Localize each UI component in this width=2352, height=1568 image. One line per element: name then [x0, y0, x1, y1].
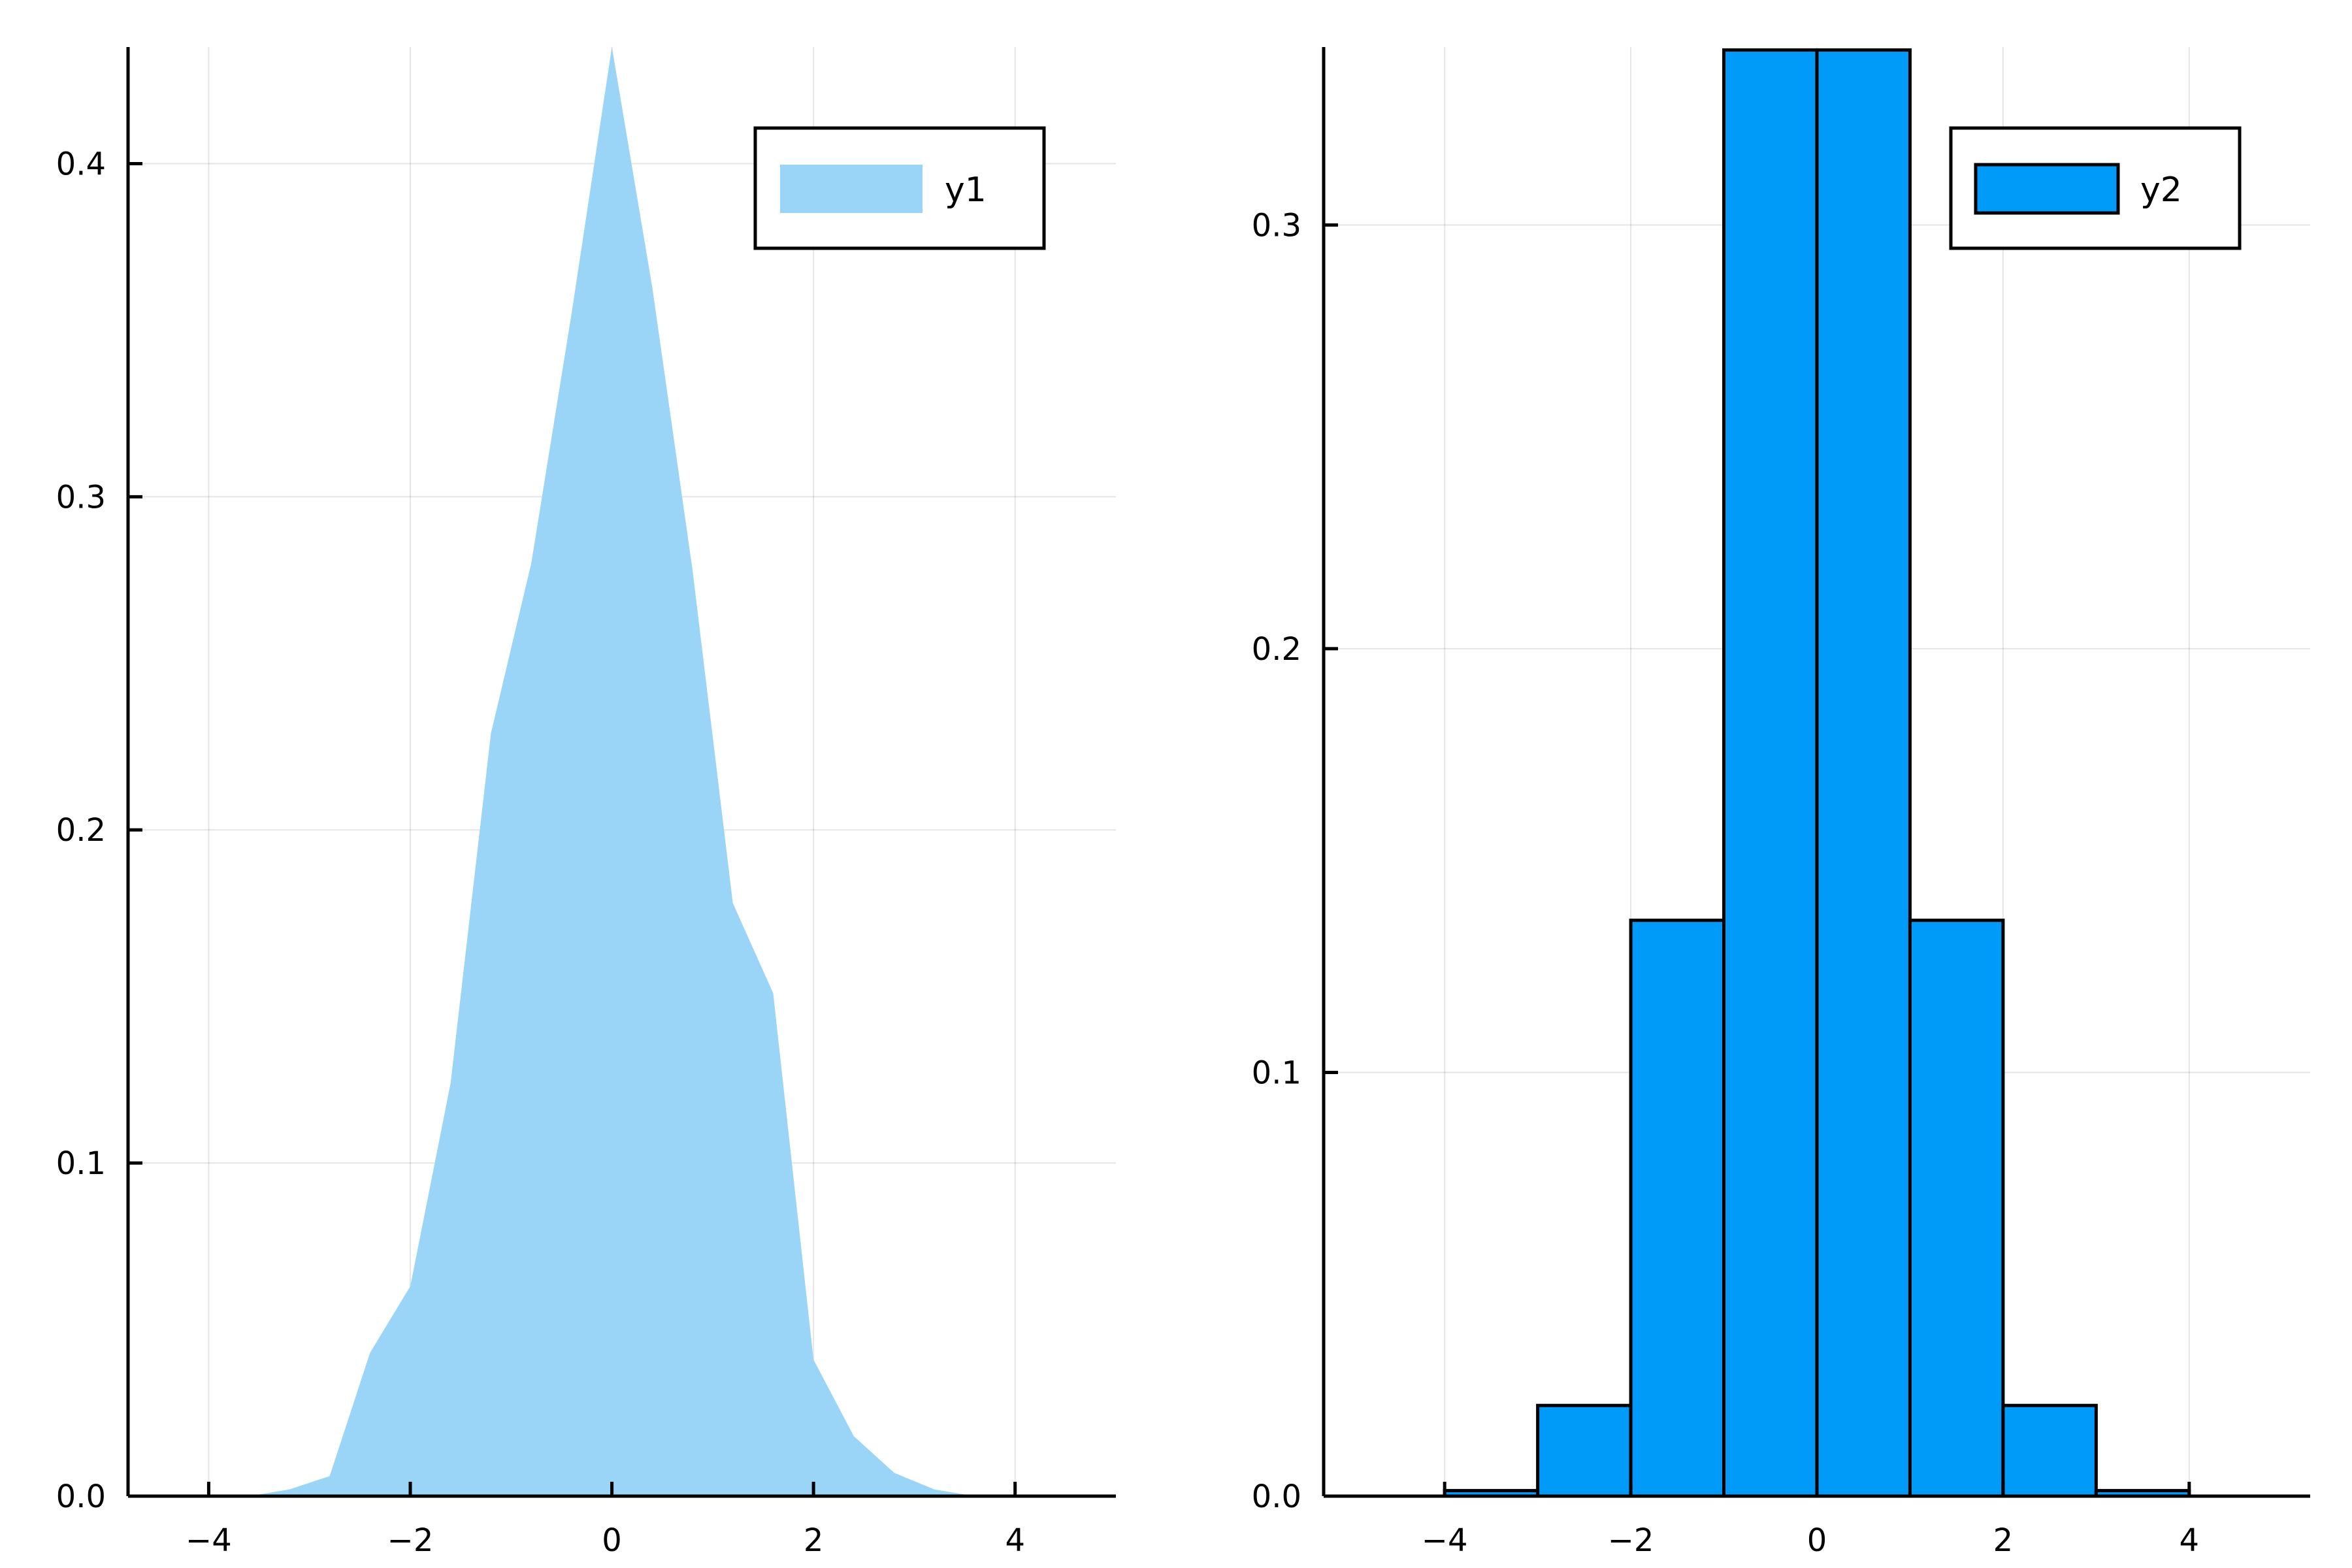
x-tick-label: −4: [1422, 1522, 1468, 1559]
histogram-marks: [1443, 48, 2191, 1498]
x-tick-label: −2: [387, 1522, 434, 1559]
y-tick-label: 0.1: [56, 1145, 106, 1182]
x-tick-label: 2: [1993, 1522, 2014, 1559]
area-chart-axes: [126, 47, 1116, 1498]
x-tick-label: 4: [2180, 1522, 2200, 1559]
histogram-bar: [1815, 48, 1912, 1498]
legend-swatch-y1: [780, 165, 923, 213]
y-tick-label: 0.1: [1252, 1054, 1301, 1091]
histogram-bar: [1908, 919, 2005, 1498]
histogram-bar: [1722, 48, 1819, 1498]
y-tick-label: 0.2: [1252, 631, 1301, 668]
histogram-axes: [1322, 47, 2310, 1498]
area-chart-tick-labels: −4 −2 0 2 4 0.0 0.1 0.2 0.3 0.4: [56, 146, 1025, 1559]
x-tick-label: −2: [1608, 1522, 1654, 1559]
area-chart-legend: y1: [753, 126, 1046, 250]
y-tick-label: 0.2: [56, 812, 106, 849]
histogram-bar: [1629, 919, 1726, 1498]
x-tick-label: 0: [1807, 1522, 1827, 1559]
y-tick-label: 0.0: [1252, 1478, 1301, 1515]
histogram-bar: [1536, 1403, 1633, 1498]
y-tick-label: 0.3: [1252, 207, 1301, 244]
x-tick-label: 2: [804, 1522, 824, 1559]
y-tick-label: 0.4: [56, 146, 106, 182]
legend-label-y2: y2: [2140, 171, 2182, 210]
x-tick-label: 0: [602, 1522, 622, 1559]
y-tick-label: 0.0: [56, 1478, 106, 1515]
legend-swatch-y2: [1974, 163, 2120, 215]
y-tick-label: 0.3: [56, 479, 106, 515]
area-chart-marks: [249, 47, 975, 1496]
histogram-tick-labels: −4 −2 0 2 4 0.0 0.1 0.2 0.3: [1252, 207, 2199, 1559]
x-tick-label: 4: [1005, 1522, 1025, 1559]
histogram-bar: [2001, 1403, 2098, 1498]
histogram-panel: −4 −2 0 2 4 0.0 0.1 0.2 0.3 y2: [1252, 47, 2310, 1559]
histogram-legend: y2: [1949, 126, 2242, 250]
legend-label-y1: y1: [945, 171, 987, 210]
x-tick-label: −4: [186, 1522, 232, 1559]
area-series-y1: [249, 47, 975, 1496]
area-chart-panel: −4 −2 0 2 4 0.0 0.1 0.2 0.3 0.4 y1: [56, 47, 1116, 1559]
